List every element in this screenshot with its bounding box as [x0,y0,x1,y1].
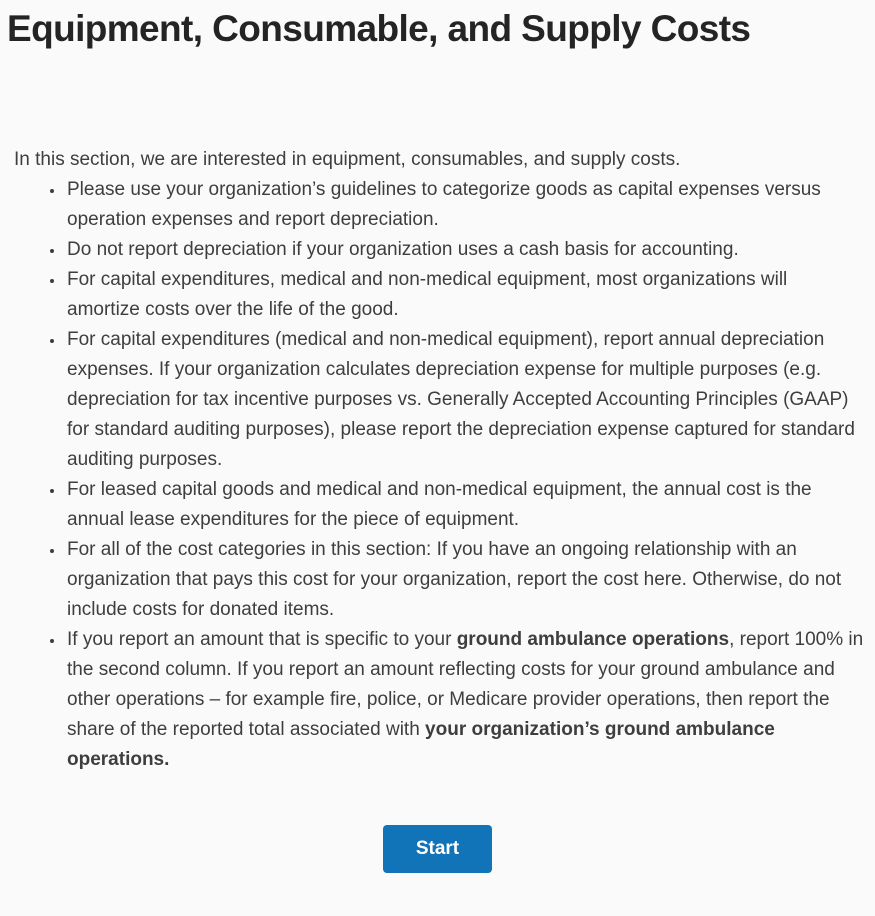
page-title: Equipment, Consumable, and Supply Costs [7,8,751,49]
list-item: For capital expenditures, medical and no… [65,265,865,325]
list-item: If you report an amount that is specific… [65,625,865,775]
instructions-section: In this section, we are interested in eq… [0,145,875,775]
list-item: For all of the cost categories in this s… [65,535,865,625]
start-button[interactable]: Start [382,825,493,874]
list-item-text: , report 100% in the second column. If y… [67,629,864,741]
intro-text: In this section, we are interested in eq… [14,149,681,171]
instructions-list: Please use your organization’s guideline… [14,175,865,775]
list-item-text-bold: ground ambulance operations [456,629,730,651]
list-item: Do not report depreciation if your organ… [65,235,865,265]
list-item-text: If you report an amount that is specific… [67,629,457,651]
list-item: For leased capital goods and medical and… [65,475,865,535]
list-item: For capital expenditures (medical and no… [65,325,865,475]
list-item: Please use your organization’s guideline… [65,175,865,235]
list-item-text-bold: your organization’s ground ambulance ope… [67,719,775,771]
button-row: Start [0,825,875,911]
